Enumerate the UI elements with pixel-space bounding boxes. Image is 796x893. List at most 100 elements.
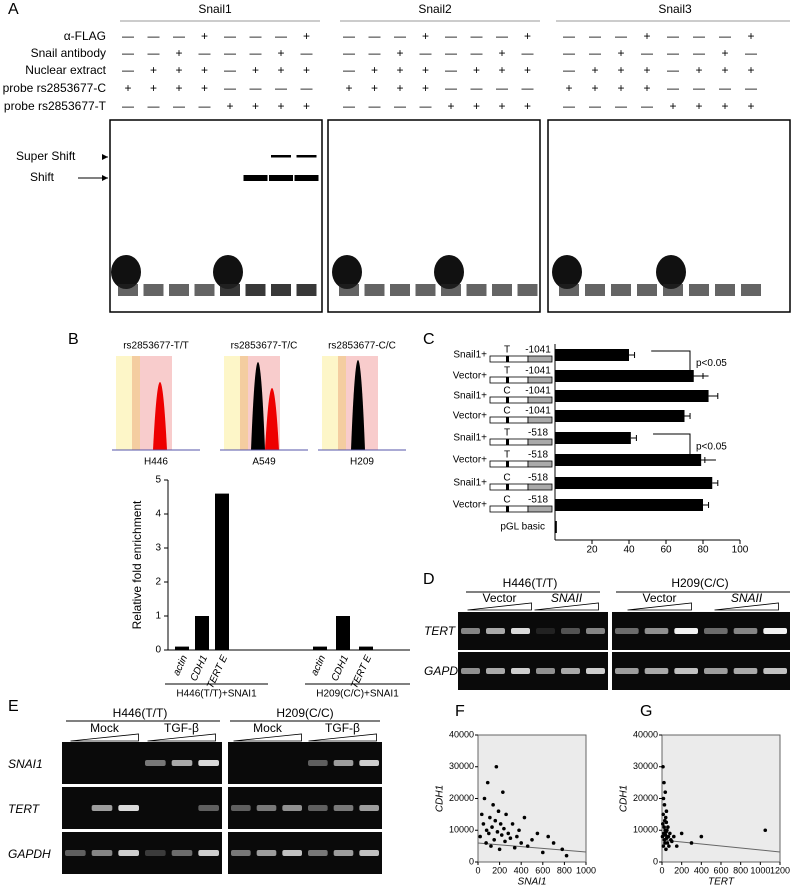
lane-sign: + — [524, 99, 531, 113]
genotype-title: rs2853677-T/T — [123, 341, 189, 352]
x-tick-label: 80 — [697, 545, 709, 556]
point — [484, 828, 489, 833]
bar — [555, 432, 631, 444]
point — [522, 815, 527, 820]
probe-band — [415, 284, 436, 296]
lane-sign: + — [565, 81, 572, 95]
snp-site — [506, 484, 509, 490]
x-axis-label: SNAI1 — [518, 877, 547, 888]
y-tick-label: 3 — [155, 543, 161, 554]
lane-sign: — — [745, 81, 757, 95]
gradient-wedge — [627, 602, 692, 611]
row-label: Vector+ — [453, 371, 487, 382]
point — [519, 841, 523, 845]
gel-image — [62, 832, 222, 874]
error-bar — [708, 393, 719, 399]
allele: C — [503, 406, 510, 417]
y-tick-label: 1 — [155, 611, 161, 622]
gene-label: SNAI1 — [8, 757, 43, 771]
probe-band — [741, 284, 761, 296]
y-tick-label: 30000 — [633, 761, 658, 771]
gel-band — [198, 850, 219, 856]
supershift-band — [271, 155, 291, 158]
point — [672, 834, 676, 839]
gel-band — [461, 628, 480, 634]
point — [664, 809, 669, 813]
lane-sign: + — [396, 81, 403, 95]
y-tick-label: 30000 — [449, 761, 474, 771]
lane-sign: + — [303, 63, 310, 77]
point — [493, 818, 498, 823]
category-label: actin — [309, 653, 328, 677]
point — [481, 822, 486, 826]
probe-band — [169, 284, 189, 296]
point — [491, 803, 495, 807]
lane-sign: + — [617, 81, 624, 95]
point — [664, 820, 669, 825]
gel-band — [308, 850, 328, 856]
gel-image — [612, 652, 790, 690]
point — [492, 837, 497, 842]
row-label: Vector+ — [453, 455, 487, 466]
gel-image — [62, 787, 222, 829]
lane-sign: + — [150, 81, 157, 95]
peak — [153, 382, 167, 450]
point — [530, 837, 534, 842]
gel-band — [704, 628, 728, 634]
gel-band — [536, 668, 555, 674]
panel-label: B — [68, 331, 79, 348]
construct-luc — [527, 396, 553, 404]
cell-line: H446(T/T) — [503, 576, 558, 590]
point — [510, 822, 515, 826]
point — [689, 841, 694, 845]
trend-line — [477, 842, 587, 853]
lane-sign: + — [124, 81, 131, 95]
lane-sign: — — [719, 29, 731, 43]
window-a — [116, 356, 132, 450]
marker-arrowhead — [102, 175, 108, 181]
probe-band — [143, 284, 164, 296]
y-tick-label: 20000 — [449, 793, 474, 803]
lane-sign: + — [721, 46, 728, 60]
probe-band — [441, 284, 461, 296]
condition: Mock — [90, 721, 120, 735]
bar — [336, 616, 350, 650]
window-b — [132, 356, 140, 450]
gel-band — [704, 668, 728, 674]
lane-sign: + — [422, 81, 429, 95]
significance: p<0.05 — [696, 358, 727, 369]
gel-band — [308, 760, 328, 766]
bar — [555, 499, 703, 511]
point — [497, 847, 502, 852]
lane-sign: — — [641, 46, 653, 60]
row-label: α-FLAG — [64, 29, 106, 43]
lane-sign: — — [667, 29, 679, 43]
lane-sign: — — [343, 29, 355, 43]
probe-band — [559, 284, 579, 296]
y-tick-label: 40000 — [633, 729, 658, 739]
point — [488, 815, 492, 820]
gel-band — [763, 668, 787, 674]
condition: Vector — [642, 591, 676, 605]
gel-band — [145, 760, 166, 766]
probe-band — [339, 284, 359, 296]
gel-band — [733, 628, 758, 634]
probe-band — [466, 284, 487, 296]
row-label: probe rs2853677-T — [4, 99, 107, 113]
snp-site — [506, 417, 509, 423]
point — [487, 831, 491, 836]
error-bar — [703, 502, 710, 508]
point — [663, 815, 668, 820]
lane-sign: — — [224, 46, 236, 60]
gel-band — [615, 668, 639, 674]
x-axis-label: TERT — [708, 877, 735, 888]
gel-band — [644, 628, 669, 634]
lane-sign: + — [747, 29, 754, 43]
lane-sign: + — [345, 81, 352, 95]
lane-sign: + — [447, 99, 454, 113]
gel-band — [171, 760, 193, 766]
y-tick-label: 40000 — [449, 729, 474, 739]
lane-sign: — — [420, 46, 432, 60]
point — [515, 834, 519, 839]
gel-band — [231, 850, 251, 856]
